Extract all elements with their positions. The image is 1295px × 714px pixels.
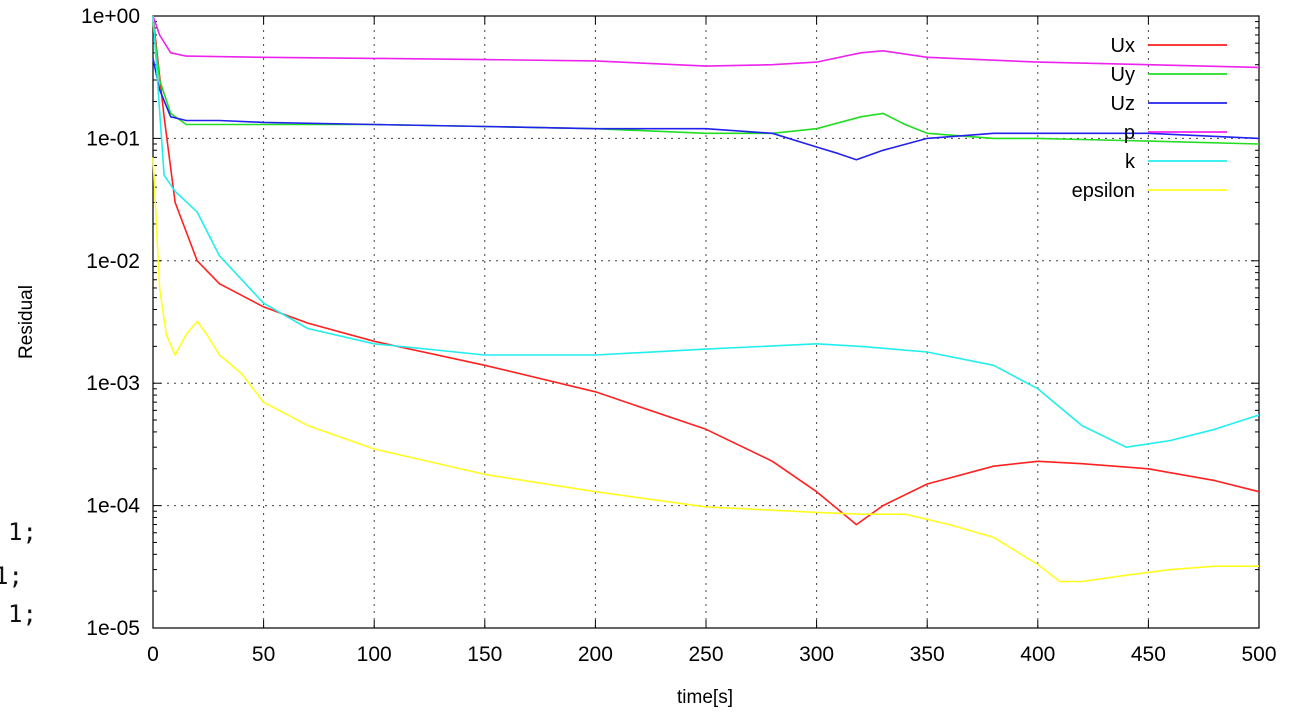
code-fragment: 1;: [0, 562, 23, 590]
legend-label-k: k: [1125, 151, 1136, 173]
legend-label-Uz: Uz: [1111, 93, 1135, 115]
series-line-Ux: [152, 15, 1260, 526]
x-tick-label: 300: [799, 643, 834, 666]
x-tick-label: 500: [1241, 643, 1276, 666]
x-tick-label: 200: [578, 643, 613, 666]
x-tick-label: 150: [467, 643, 502, 666]
series-line-p: [152, 15, 1260, 69]
series-line-Uz: [152, 58, 1260, 161]
legend-label-Uy: Uy: [1111, 64, 1135, 86]
series-layer: [152, 15, 1260, 583]
x-tick-label: 350: [910, 643, 945, 666]
y-tick-label: 1e-05: [86, 617, 140, 640]
x-tick-label: 50: [252, 643, 275, 666]
series-line-epsilon: [152, 157, 1259, 583]
chart-legend: Ux Uy Uz pk epsilon: [1072, 35, 1227, 202]
x-axis-label: time[s]: [677, 687, 733, 708]
chart-grid: [153, 16, 1259, 628]
x-tick-label: 100: [357, 643, 392, 666]
y-tick-label: 1e-01: [86, 127, 140, 150]
y-tick-label: 1e-04: [86, 495, 140, 518]
code-fragment: 1;: [8, 600, 37, 628]
x-tick-label: 450: [1131, 643, 1166, 666]
series-line-Uy: [152, 21, 1260, 145]
axis-ticks: 0 50 100 150 200 250 300 350 400 450 500 1e+00 1e-01…: [81, 5, 1277, 666]
y-tick-label: 1e-03: [86, 372, 140, 395]
code-fragment: 1;: [8, 518, 37, 546]
x-tick-label: 0: [147, 643, 159, 666]
legend-label-epsilon: epsilon: [1072, 180, 1135, 202]
y-axis-label: Residual: [16, 285, 37, 359]
x-tick-label: 250: [688, 643, 723, 666]
legend-label-p: p: [1124, 122, 1135, 144]
y-tick-label: 1e+00: [81, 5, 140, 28]
legend-label-Ux: Ux: [1111, 35, 1135, 57]
series-line-k: [152, 15, 1260, 448]
x-tick-label: 400: [1020, 643, 1055, 666]
y-tick-label: 1e-02: [86, 250, 140, 273]
